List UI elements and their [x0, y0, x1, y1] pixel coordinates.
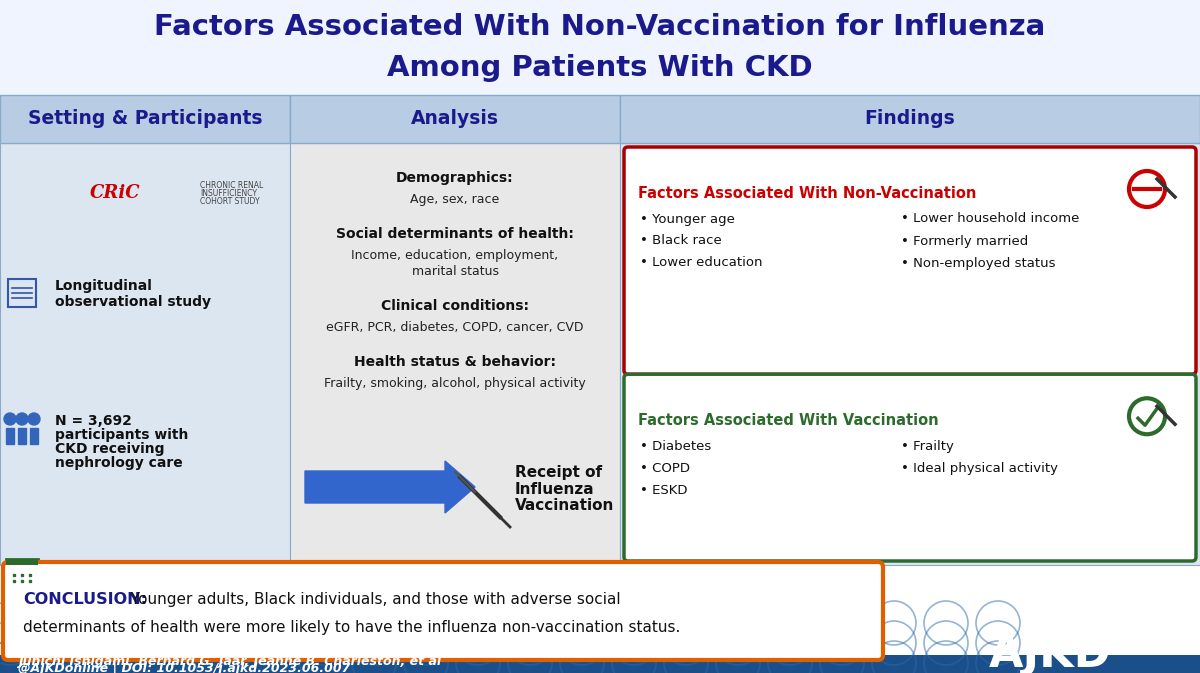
- Bar: [620, 143, 1200, 565]
- Text: Younger adults, Black individuals, and those with adverse social: Younger adults, Black individuals, and t…: [126, 592, 620, 607]
- Bar: [0, 95, 290, 143]
- Text: • Lower household income: • Lower household income: [901, 213, 1080, 225]
- Text: Receipt of: Receipt of: [515, 466, 602, 481]
- Circle shape: [28, 413, 40, 425]
- Text: • Ideal physical activity: • Ideal physical activity: [901, 462, 1058, 474]
- Text: Factors Associated With Non-Vaccination: Factors Associated With Non-Vaccination: [638, 186, 977, 201]
- Text: INSUFFICIENCY: INSUFFICIENCY: [200, 188, 257, 197]
- FancyBboxPatch shape: [624, 374, 1196, 561]
- Text: Analysis: Analysis: [410, 110, 499, 129]
- Text: Factors Associated With Vaccination: Factors Associated With Vaccination: [638, 413, 938, 428]
- Bar: [620, 95, 1200, 143]
- Text: Income, education, employment,: Income, education, employment,: [352, 249, 558, 262]
- Bar: [6, 559, 38, 587]
- Text: • Non-employed status: • Non-employed status: [901, 256, 1056, 269]
- Text: • Diabetes: • Diabetes: [640, 439, 712, 453]
- FancyArrow shape: [30, 428, 38, 444]
- Text: eGFR, PCR, diabetes, COPD, cancer, CVD: eGFR, PCR, diabetes, COPD, cancer, CVD: [326, 321, 583, 334]
- FancyArrow shape: [305, 461, 475, 513]
- Text: Demographics:: Demographics:: [396, 171, 514, 185]
- Text: • Frailty: • Frailty: [901, 439, 954, 453]
- Text: CHRONIC RENAL: CHRONIC RENAL: [200, 180, 263, 190]
- Text: determinants of health were more likely to have the influenza non-vaccination st: determinants of health were more likely …: [23, 620, 680, 635]
- Bar: [6, 559, 38, 565]
- Text: • Lower education: • Lower education: [640, 256, 762, 269]
- Text: Vaccination: Vaccination: [515, 497, 614, 513]
- Bar: [0, 0, 1200, 95]
- FancyArrow shape: [18, 428, 26, 444]
- Text: nephrology care: nephrology care: [55, 456, 182, 470]
- FancyBboxPatch shape: [2, 562, 883, 660]
- Text: Influenza: Influenza: [515, 481, 595, 497]
- Text: CKD receiving: CKD receiving: [55, 442, 164, 456]
- Circle shape: [16, 413, 28, 425]
- Circle shape: [4, 413, 16, 425]
- Text: Clinical conditions:: Clinical conditions:: [382, 299, 529, 313]
- FancyBboxPatch shape: [624, 147, 1196, 374]
- Text: • ESKD: • ESKD: [640, 484, 688, 497]
- Text: • Younger age: • Younger age: [640, 213, 734, 225]
- Text: • COPD: • COPD: [640, 462, 690, 474]
- Text: Social determinants of health:: Social determinants of health:: [336, 227, 574, 241]
- Text: • Black race: • Black race: [640, 234, 721, 248]
- Text: AJKD: AJKD: [989, 633, 1111, 673]
- Text: Factors Associated With Non-Vaccination for Influenza: Factors Associated With Non-Vaccination …: [155, 13, 1045, 40]
- Text: Longitudinal: Longitudinal: [55, 279, 152, 293]
- Text: COHORT STUDY: COHORT STUDY: [200, 197, 259, 205]
- Bar: [290, 95, 620, 143]
- Text: 2009-2020: 2009-2020: [55, 564, 155, 582]
- Text: observational study: observational study: [55, 295, 211, 309]
- Text: Age, sex, race: Age, sex, race: [410, 193, 499, 206]
- Text: N = 3,692: N = 3,692: [55, 414, 132, 428]
- Text: Setting & Participants: Setting & Participants: [28, 110, 263, 129]
- Bar: [8, 279, 36, 307]
- Text: Frailty, smoking, alcohol, physical activity: Frailty, smoking, alcohol, physical acti…: [324, 377, 586, 390]
- Text: participants with: participants with: [55, 428, 188, 442]
- Text: CONCLUSION:: CONCLUSION:: [23, 592, 148, 607]
- Text: marital status: marital status: [412, 265, 498, 278]
- FancyArrow shape: [6, 428, 14, 444]
- Text: Among Patients With CKD: Among Patients With CKD: [388, 55, 812, 82]
- Text: Findings: Findings: [865, 110, 955, 129]
- Bar: [290, 143, 620, 565]
- Text: Health status & behavior:: Health status & behavior:: [354, 355, 556, 369]
- Text: • Formerly married: • Formerly married: [901, 234, 1028, 248]
- Text: CRiC: CRiC: [90, 184, 140, 202]
- Bar: [0, 143, 290, 565]
- Text: @AJKDonline | DOI: 10.1053/j.ajkd.2023.06.007: @AJKDonline | DOI: 10.1053/j.ajkd.2023.0…: [18, 662, 350, 673]
- Text: Junichi Ishigami, Bernard G. Jaar, Jeanne B. Charleston, et al: Junichi Ishigami, Bernard G. Jaar, Jeann…: [18, 655, 442, 668]
- Bar: [0, 655, 1200, 673]
